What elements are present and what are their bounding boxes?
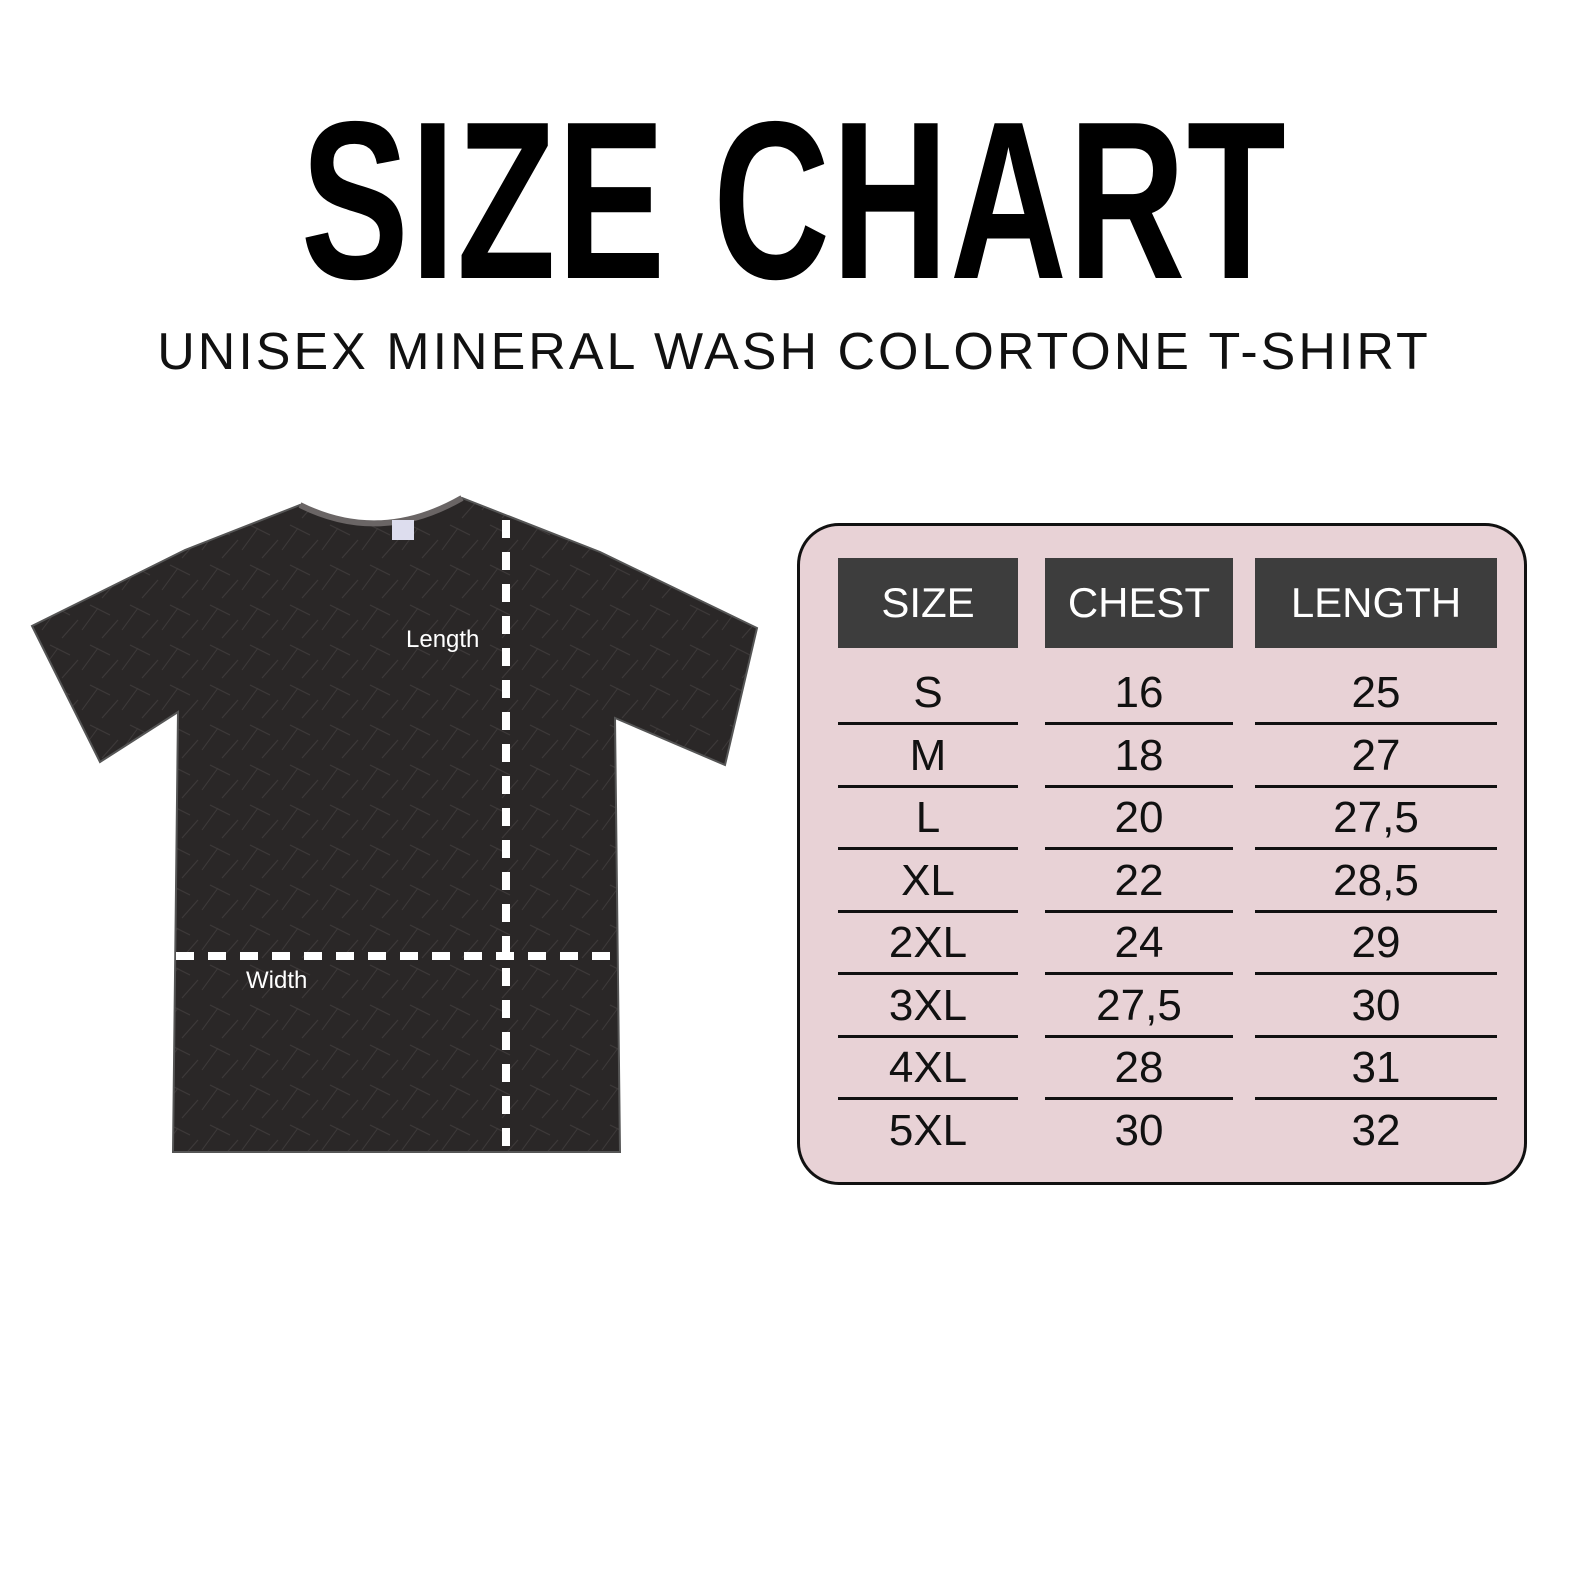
- row-divider: [1255, 972, 1497, 975]
- cell-length: 27: [1351, 730, 1401, 780]
- row-divider: [1045, 784, 1233, 788]
- cell-chest: 24: [1114, 918, 1164, 967]
- row-divider: [838, 722, 1018, 725]
- header-length: LENGTH: [1255, 558, 1497, 648]
- cell-chest: 16: [1114, 668, 1164, 717]
- row-divider: [1255, 909, 1497, 913]
- row-divider: [1045, 909, 1233, 913]
- row-divider: [1255, 784, 1497, 788]
- header-size: SIZE: [838, 558, 1018, 648]
- cell-chest: 27,5: [1096, 980, 1182, 1030]
- cell-chest: 20: [1114, 793, 1164, 842]
- row-divider: [1255, 847, 1497, 850]
- cell-length: 31: [1351, 1043, 1401, 1092]
- header-chest: CHEST: [1045, 558, 1233, 648]
- cell-chest: 30: [1114, 1105, 1164, 1155]
- cell-length: 32: [1351, 1105, 1401, 1155]
- row-divider: [1045, 1097, 1233, 1100]
- cell-size: M: [909, 730, 947, 780]
- row-divider: [838, 1097, 1018, 1100]
- cell-size: 2XL: [888, 918, 968, 967]
- row-divider: [1045, 972, 1233, 975]
- cell-size: L: [915, 793, 941, 842]
- tshirt-collar: [298, 495, 464, 527]
- cell-size: 3XL: [888, 980, 968, 1030]
- row-divider: [838, 909, 1018, 913]
- width-label: Width: [246, 967, 308, 994]
- row-divider: [1255, 1034, 1497, 1038]
- row-divider: [838, 784, 1018, 788]
- row-divider: [838, 847, 1018, 850]
- cell-length: 30: [1351, 980, 1401, 1030]
- row-divider: [1045, 1034, 1233, 1038]
- row-divider: [1255, 722, 1497, 725]
- row-divider: [838, 1034, 1018, 1038]
- tshirt-tag: [392, 520, 414, 540]
- page-subtitle: UNISEX MINERAL WASH COLORTONE T-SHIRT: [157, 323, 1431, 381]
- cell-size: 5XL: [888, 1105, 968, 1155]
- cell-size: S: [913, 668, 943, 717]
- tshirt-body: [30, 496, 759, 1153]
- row-divider: [1045, 847, 1233, 850]
- cell-length: 27,5: [1333, 793, 1419, 842]
- cell-chest: 22: [1114, 855, 1164, 905]
- cell-size: XL: [901, 855, 955, 905]
- row-divider: [1255, 1097, 1497, 1100]
- row-divider: [838, 972, 1018, 975]
- cell-length: 29: [1351, 918, 1401, 967]
- cell-size: 4XL: [888, 1043, 968, 1092]
- cell-length: 28,5: [1333, 855, 1419, 905]
- row-divider: [1045, 722, 1233, 725]
- cell-length: 25: [1351, 668, 1401, 717]
- page-title: SIZE CHART: [300, 74, 1288, 326]
- cell-chest: 18: [1114, 730, 1164, 780]
- cell-chest: 28: [1114, 1043, 1164, 1092]
- length-label: Length: [406, 626, 480, 653]
